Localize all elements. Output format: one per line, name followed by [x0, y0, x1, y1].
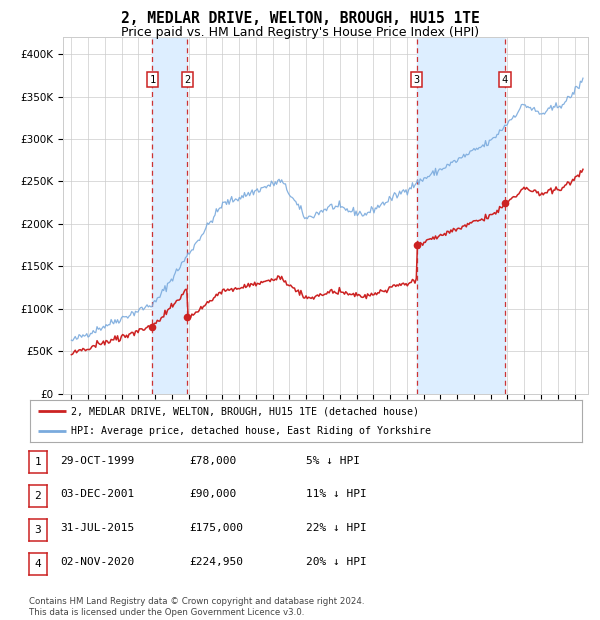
Text: 5% ↓ HPI: 5% ↓ HPI [306, 456, 360, 466]
Text: 2, MEDLAR DRIVE, WELTON, BROUGH, HU15 1TE (detached house): 2, MEDLAR DRIVE, WELTON, BROUGH, HU15 1T… [71, 406, 419, 416]
Text: £78,000: £78,000 [189, 456, 236, 466]
Text: 4: 4 [502, 74, 508, 85]
Text: £90,000: £90,000 [189, 489, 236, 499]
Text: Contains HM Land Registry data © Crown copyright and database right 2024.
This d: Contains HM Land Registry data © Crown c… [29, 598, 364, 617]
Text: 03-DEC-2001: 03-DEC-2001 [60, 489, 134, 499]
Text: 2: 2 [34, 490, 41, 501]
Text: 4: 4 [34, 559, 41, 569]
Text: 02-NOV-2020: 02-NOV-2020 [60, 557, 134, 567]
Text: 11% ↓ HPI: 11% ↓ HPI [306, 489, 367, 499]
Text: 29-OCT-1999: 29-OCT-1999 [60, 456, 134, 466]
Text: 3: 3 [413, 74, 420, 85]
Bar [416, 37, 505, 394]
Text: £224,950: £224,950 [189, 557, 243, 567]
Text: 3: 3 [34, 525, 41, 535]
Bar [152, 37, 187, 394]
Text: 1: 1 [34, 457, 41, 467]
Text: 31-JUL-2015: 31-JUL-2015 [60, 523, 134, 533]
Text: 2, MEDLAR DRIVE, WELTON, BROUGH, HU15 1TE: 2, MEDLAR DRIVE, WELTON, BROUGH, HU15 1T… [121, 11, 479, 26]
Text: 22% ↓ HPI: 22% ↓ HPI [306, 523, 367, 533]
Text: Price paid vs. HM Land Registry's House Price Index (HPI): Price paid vs. HM Land Registry's House … [121, 26, 479, 39]
Text: 1: 1 [149, 74, 155, 85]
Text: HPI: Average price, detached house, East Riding of Yorkshire: HPI: Average price, detached house, East… [71, 426, 431, 436]
Text: 20% ↓ HPI: 20% ↓ HPI [306, 557, 367, 567]
Text: 2: 2 [184, 74, 191, 85]
Text: £175,000: £175,000 [189, 523, 243, 533]
